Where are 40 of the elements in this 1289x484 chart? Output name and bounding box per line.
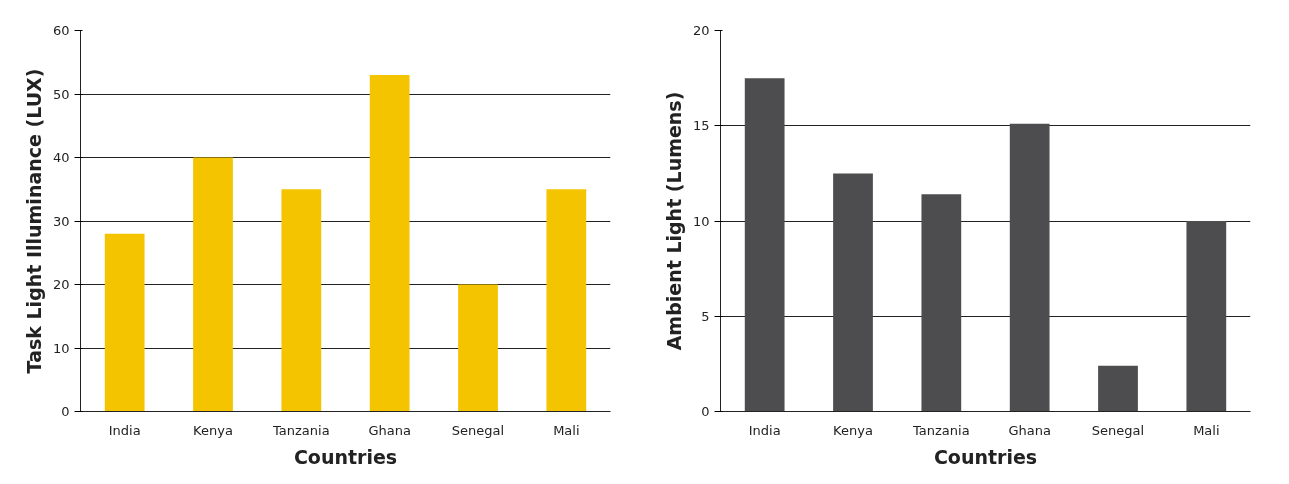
x-tick-label: Kenya [833, 422, 873, 438]
x-tick-label: Tanzania [272, 422, 330, 438]
bar [546, 189, 587, 412]
y-tick-label: 10 [52, 340, 70, 356]
bar [458, 284, 498, 412]
y-axis-title: Ambient Light (Lumens) [662, 91, 685, 351]
y-tick-label: 0 [61, 404, 70, 419]
y-tick-label: 5 [701, 308, 710, 324]
bar [833, 173, 873, 412]
y-tick-label: 60 [52, 23, 70, 38]
x-axis-title: Countries [293, 445, 398, 468]
bar [281, 189, 322, 412]
bar [369, 74, 410, 412]
x-tick-label: Mali [1193, 422, 1220, 438]
x-tick-label: Tanzania [912, 422, 970, 438]
y-tick-label: 20 [52, 277, 70, 292]
x-axis-title: Countries [933, 445, 1038, 468]
x-tick-label: Ghana [368, 422, 411, 438]
bar [744, 78, 785, 412]
x-tick-label: Mali [553, 422, 580, 438]
y-tick-label: 15 [692, 118, 710, 134]
y-tick-label: 20 [692, 23, 710, 38]
x-tick-label: Senegal [451, 422, 505, 438]
x-tick-label: India [748, 422, 781, 438]
bar [104, 233, 145, 412]
y-tick-label: 0 [701, 404, 710, 419]
bar [1098, 365, 1138, 412]
x-tick-label: Kenya [193, 422, 233, 438]
bar [1009, 123, 1050, 412]
y-axis-title: Task Light Illuminance (LUX) [22, 68, 45, 374]
x-tick-label: India [108, 422, 141, 438]
x-tick-label: Ghana [1008, 422, 1051, 438]
y-tick-label: 30 [52, 213, 70, 229]
x-tick-label: Senegal [1091, 422, 1145, 438]
y-tick-label: 40 [52, 150, 70, 165]
bar [193, 157, 233, 412]
y-tick-label: 50 [52, 86, 70, 102]
y-tick-label: 10 [692, 213, 710, 229]
bar [1186, 221, 1227, 412]
bar [921, 194, 962, 412]
